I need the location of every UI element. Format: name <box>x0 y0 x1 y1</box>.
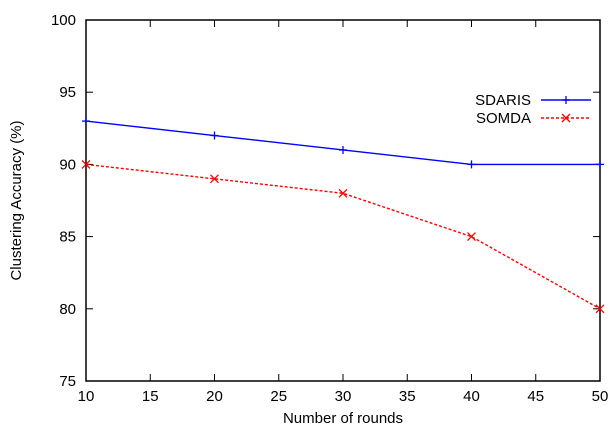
x-tick-label: 10 <box>78 388 95 405</box>
plot-area <box>85 19 601 382</box>
y-tick-label: 80 <box>59 301 76 318</box>
data-point-somda <box>467 232 476 242</box>
legend-item-somda: SOMDA <box>476 110 591 127</box>
y-tick-label: 95 <box>59 84 76 101</box>
x-tick-label: 25 <box>270 388 287 405</box>
x-tick-label: 50 <box>592 388 609 405</box>
y-tick-label: 90 <box>59 156 76 173</box>
data-point-somda <box>81 159 91 169</box>
series-sdaris <box>82 117 604 169</box>
data-point-somda <box>338 188 348 198</box>
data-point-somda <box>595 304 605 314</box>
legend-label: SOMDA <box>476 110 531 127</box>
legend-marker <box>561 113 571 123</box>
x-axis: 10 15 20 25 30 35 40 45 50 <box>78 20 609 405</box>
series-somda <box>81 159 605 314</box>
series-layer <box>81 117 605 314</box>
plot-frame <box>85 19 601 382</box>
x-tick-label: 15 <box>142 388 159 405</box>
legend-label: SDARIS <box>475 92 531 109</box>
legend-item-sdaris: SDARIS <box>475 92 591 109</box>
x-tick-label: 45 <box>527 388 544 405</box>
x-axis-label: Number of rounds <box>283 410 403 427</box>
x-tick-label: 30 <box>335 388 352 405</box>
data-point-somda <box>210 174 219 184</box>
x-tick-label: 20 <box>206 388 223 405</box>
x-tick-label: 40 <box>463 388 480 405</box>
x-tick-label: 35 <box>399 388 416 405</box>
y-tick-label: 100 <box>51 12 76 29</box>
y-axis-label: Clustering Accuracy (%) <box>8 120 25 280</box>
y-tick-label: 75 <box>59 373 76 390</box>
y-tick-label: 85 <box>59 229 76 246</box>
series-line-somda <box>85 163 601 310</box>
